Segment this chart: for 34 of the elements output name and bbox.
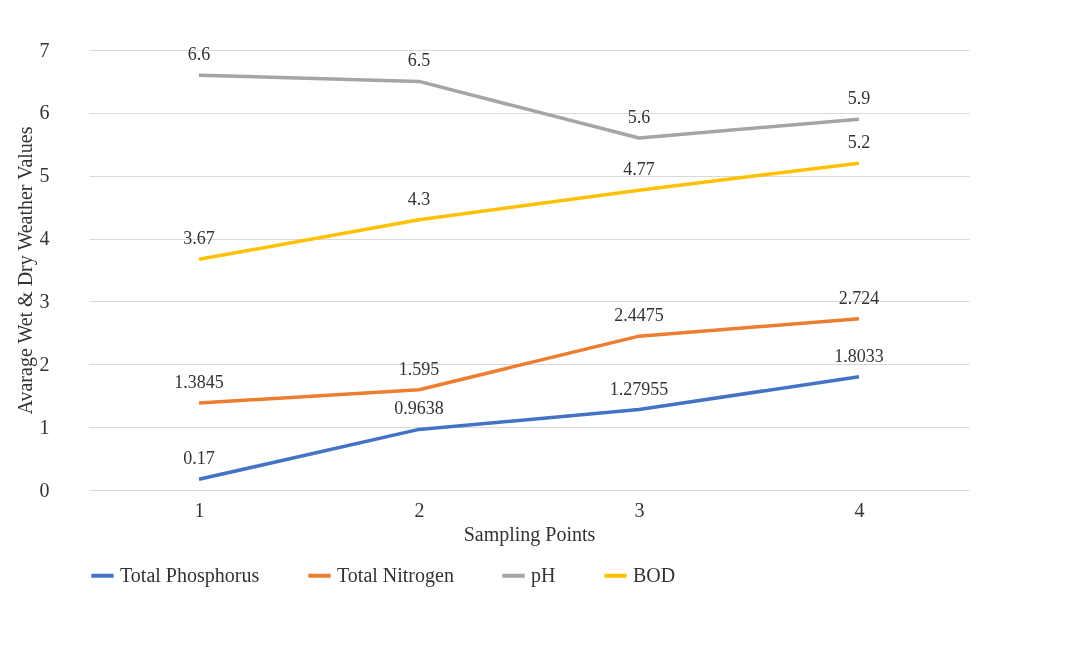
data-label: 0.17 <box>183 448 215 469</box>
legend-label: BOD <box>633 563 676 586</box>
y-tick-label: 1 <box>39 415 50 438</box>
data-label: 4.3 <box>407 188 431 209</box>
data-label: 5.2 <box>847 132 871 153</box>
y-tick-label: 2 <box>39 352 50 375</box>
y-tick-label: 5 <box>39 164 50 187</box>
legend-label: pH <box>531 563 556 587</box>
legend-label: Total Nitrogen <box>337 563 454 587</box>
data-label: 1.595 <box>398 358 440 379</box>
x-tick-label: 3 <box>634 498 645 521</box>
data-label: 1.27955 <box>609 378 669 399</box>
data-label: 6.5 <box>407 50 431 71</box>
data-label: 2.724 <box>838 287 880 308</box>
data-label: 2.4475 <box>614 305 664 326</box>
x-axis-title: Sampling Points <box>463 522 596 546</box>
data-label: 5.9 <box>847 88 871 109</box>
data-label: 0.9638 <box>394 398 444 419</box>
y-tick-label: 0 <box>39 478 50 501</box>
y-tick-label: 6 <box>39 101 50 124</box>
x-tick-label: 1 <box>194 498 205 521</box>
y-tick-label: 3 <box>39 289 50 312</box>
x-tick-label: 2 <box>414 498 425 521</box>
data-label: 1.3845 <box>174 371 224 392</box>
data-label: 6.6 <box>187 44 211 65</box>
data-label: 3.67 <box>183 228 215 249</box>
data-label: 1.8033 <box>834 345 884 366</box>
data-label: 5.6 <box>627 107 651 127</box>
y-tick-label: 4 <box>39 227 50 250</box>
data-label: 4.77 <box>623 159 655 180</box>
legend-label: Total Phosphorus <box>120 563 260 587</box>
x-tick-label: 4 <box>854 498 865 521</box>
y-tick-label: 7 <box>39 38 50 61</box>
y-axis-title: Avarage Wet & Dry Weather Values <box>13 126 37 415</box>
